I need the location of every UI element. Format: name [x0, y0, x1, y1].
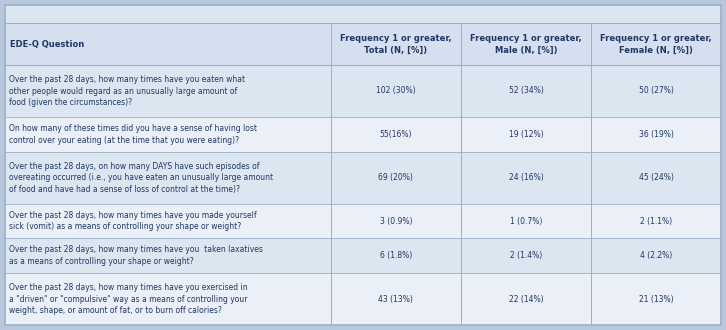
- Text: 52 (34%): 52 (34%): [509, 86, 544, 95]
- Text: 50 (27%): 50 (27%): [639, 86, 674, 95]
- Bar: [5, 23, 721, 65]
- Text: 2 (1.4%): 2 (1.4%): [510, 251, 542, 260]
- Text: 24 (16%): 24 (16%): [509, 173, 544, 182]
- Bar: [5, 5, 721, 23]
- Text: Over the past 28 days, how many times have you eaten what
other people would reg: Over the past 28 days, how many times ha…: [9, 75, 245, 107]
- Text: 43 (13%): 43 (13%): [378, 294, 413, 304]
- Text: EDE-Q Question: EDE-Q Question: [10, 40, 84, 49]
- Text: 1 (0.7%): 1 (0.7%): [510, 216, 542, 225]
- Text: Over the past 28 days, on how many DAYS have such episodes of
overeating occurre: Over the past 28 days, on how many DAYS …: [9, 162, 273, 194]
- Bar: [5, 204, 721, 238]
- Text: Frequency 1 or greater,
Female (N, [%]): Frequency 1 or greater, Female (N, [%]): [600, 34, 712, 54]
- Text: 102 (30%): 102 (30%): [376, 86, 416, 95]
- Bar: [5, 65, 721, 117]
- Text: 36 (19%): 36 (19%): [639, 130, 674, 139]
- Text: 3 (0.9%): 3 (0.9%): [380, 216, 412, 225]
- Text: 2 (1.1%): 2 (1.1%): [640, 216, 672, 225]
- Bar: [5, 117, 721, 152]
- Text: 4 (2.2%): 4 (2.2%): [640, 251, 672, 260]
- Text: On how many of these times did you have a sense of having lost
control over your: On how many of these times did you have …: [9, 124, 257, 145]
- Text: 6 (1.8%): 6 (1.8%): [380, 251, 412, 260]
- Text: 69 (20%): 69 (20%): [378, 173, 413, 182]
- Text: 19 (12%): 19 (12%): [509, 130, 544, 139]
- Text: Frequency 1 or greater,
Total (N, [%]): Frequency 1 or greater, Total (N, [%]): [340, 34, 452, 54]
- Text: Frequency 1 or greater,
Male (N, [%]): Frequency 1 or greater, Male (N, [%]): [470, 34, 582, 54]
- Bar: [5, 273, 721, 325]
- Text: Over the past 28 days, how many times have you made yourself
sick (vomit) as a m: Over the past 28 days, how many times ha…: [9, 211, 256, 231]
- Text: Over the past 28 days, how many times have you exercised in
a "driven" or "compu: Over the past 28 days, how many times ha…: [9, 283, 248, 315]
- Bar: [5, 152, 721, 204]
- Text: Over the past 28 days, how many times have you  taken laxatives
as a means of co: Over the past 28 days, how many times ha…: [9, 246, 263, 266]
- Bar: [5, 238, 721, 273]
- Text: 21 (13%): 21 (13%): [639, 294, 674, 304]
- Text: 55(16%): 55(16%): [380, 130, 412, 139]
- Text: 22 (14%): 22 (14%): [509, 294, 544, 304]
- Text: 45 (24%): 45 (24%): [639, 173, 674, 182]
